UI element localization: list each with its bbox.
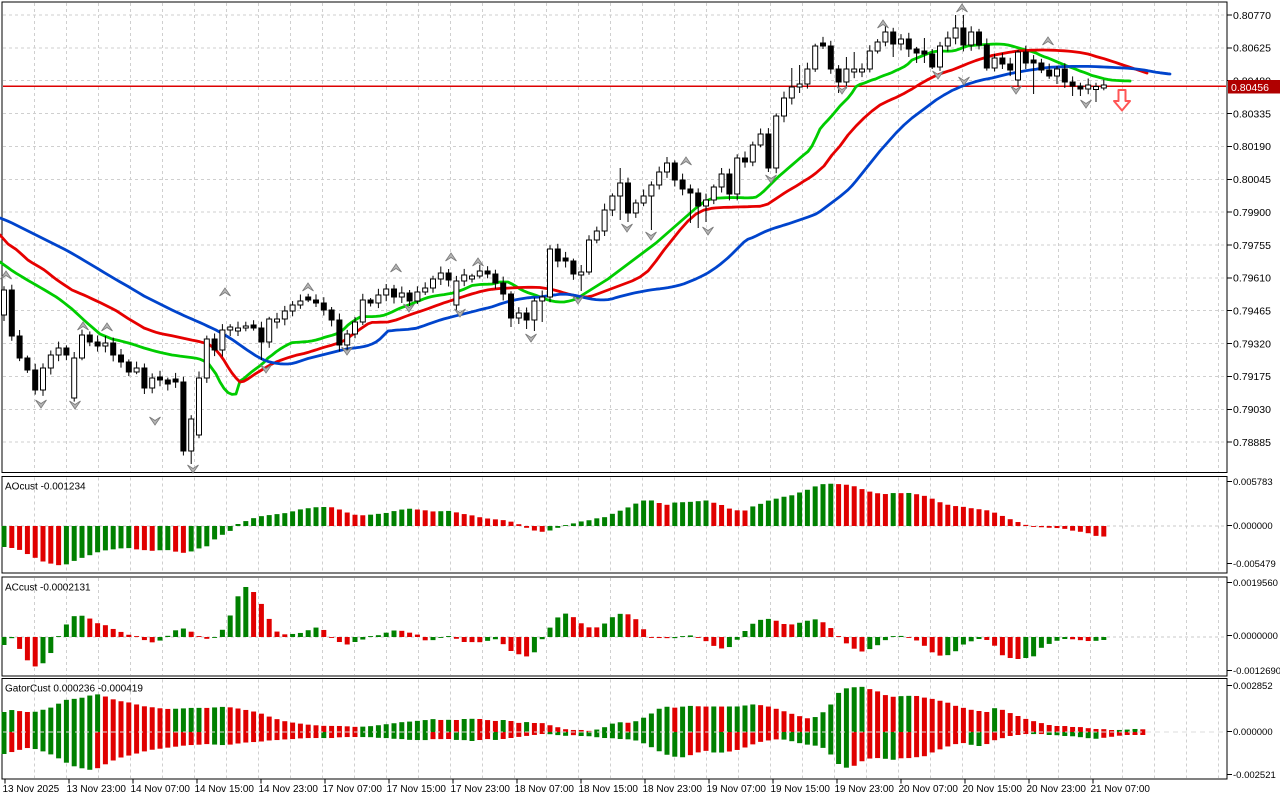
svg-text:0.79900: 0.79900 bbox=[1233, 207, 1271, 219]
svg-text:19 Nov 15:00: 19 Nov 15:00 bbox=[771, 784, 831, 795]
svg-text:0.79465: 0.79465 bbox=[1233, 306, 1271, 318]
svg-text:GatorCust 0.000236 -0.000419: GatorCust 0.000236 -0.000419 bbox=[5, 684, 143, 695]
svg-text:0.000000: 0.000000 bbox=[1233, 521, 1273, 532]
svg-text:14 Nov 23:00: 14 Nov 23:00 bbox=[259, 784, 319, 795]
svg-text:21 Nov 07:00: 21 Nov 07:00 bbox=[1091, 784, 1151, 795]
svg-text:0.80335: 0.80335 bbox=[1233, 108, 1271, 120]
svg-text:-0.002521: -0.002521 bbox=[1233, 770, 1276, 781]
svg-text:0.80770: 0.80770 bbox=[1233, 10, 1271, 22]
svg-text:17 Nov 15:00: 17 Nov 15:00 bbox=[387, 784, 447, 795]
svg-text:0.79320: 0.79320 bbox=[1233, 338, 1271, 350]
svg-text:17 Nov 07:00: 17 Nov 07:00 bbox=[323, 784, 383, 795]
svg-text:13 Nov 2025: 13 Nov 2025 bbox=[3, 784, 60, 795]
svg-text:20 Nov 07:00: 20 Nov 07:00 bbox=[899, 784, 959, 795]
svg-text:13 Nov 23:00: 13 Nov 23:00 bbox=[67, 784, 127, 795]
svg-text:0.80625: 0.80625 bbox=[1233, 43, 1271, 55]
svg-text:0.000000: 0.000000 bbox=[1233, 727, 1273, 738]
svg-text:ACcust -0.0002131: ACcust -0.0002131 bbox=[5, 583, 91, 594]
svg-text:17 Nov 23:00: 17 Nov 23:00 bbox=[451, 784, 511, 795]
svg-text:0.002852: 0.002852 bbox=[1233, 681, 1273, 692]
svg-text:19 Nov 23:00: 19 Nov 23:00 bbox=[835, 784, 895, 795]
svg-text:-0.0012690: -0.0012690 bbox=[1233, 666, 1280, 677]
svg-text:14 Nov 15:00: 14 Nov 15:00 bbox=[195, 784, 255, 795]
svg-text:0.79030: 0.79030 bbox=[1233, 404, 1271, 416]
svg-text:18 Nov 07:00: 18 Nov 07:00 bbox=[515, 784, 575, 795]
svg-text:AOcust -0.001234: AOcust -0.001234 bbox=[5, 482, 86, 493]
svg-text:0.79175: 0.79175 bbox=[1233, 371, 1271, 383]
svg-text:20 Nov 15:00: 20 Nov 15:00 bbox=[963, 784, 1023, 795]
svg-text:0.80190: 0.80190 bbox=[1233, 141, 1271, 153]
svg-text:18 Nov 15:00: 18 Nov 15:00 bbox=[579, 784, 639, 795]
svg-text:0.80456: 0.80456 bbox=[1231, 82, 1269, 94]
svg-text:0.005783: 0.005783 bbox=[1233, 477, 1273, 488]
svg-text:0.79610: 0.79610 bbox=[1233, 273, 1271, 285]
svg-text:-0.005479: -0.005479 bbox=[1233, 559, 1276, 570]
svg-text:20 Nov 23:00: 20 Nov 23:00 bbox=[1027, 784, 1087, 795]
svg-text:0.78885: 0.78885 bbox=[1233, 437, 1271, 449]
svg-text:0.0000000: 0.0000000 bbox=[1233, 631, 1278, 642]
svg-text:19 Nov 07:00: 19 Nov 07:00 bbox=[707, 784, 767, 795]
svg-text:0.80045: 0.80045 bbox=[1233, 174, 1271, 186]
svg-text:14 Nov 07:00: 14 Nov 07:00 bbox=[131, 784, 191, 795]
svg-text:18 Nov 23:00: 18 Nov 23:00 bbox=[643, 784, 703, 795]
svg-text:0.79755: 0.79755 bbox=[1233, 240, 1271, 252]
svg-text:0.0019560: 0.0019560 bbox=[1233, 578, 1278, 589]
